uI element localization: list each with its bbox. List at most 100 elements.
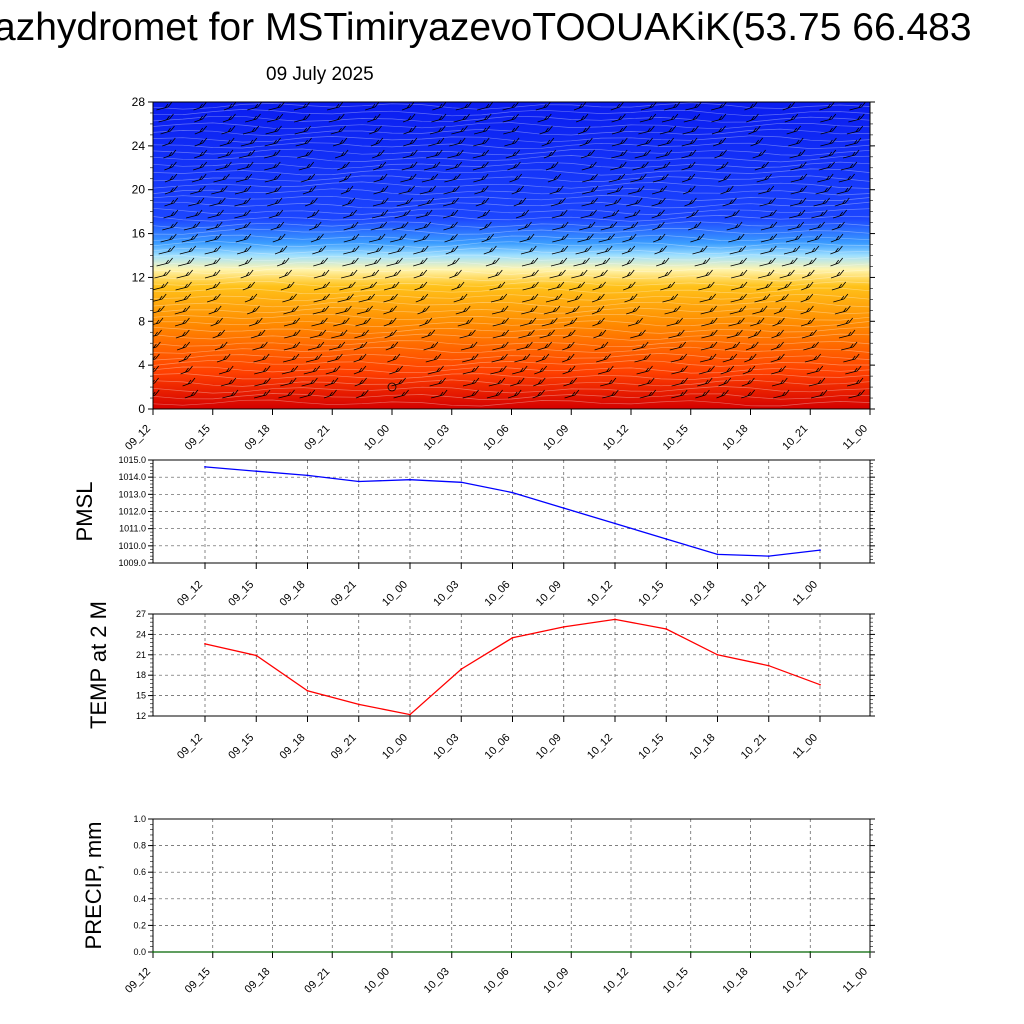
wind-barb bbox=[621, 245, 636, 255]
wind-barb bbox=[681, 149, 697, 159]
wind-barb bbox=[158, 245, 176, 255]
wind-barb bbox=[801, 269, 815, 279]
y-tick-label: 1010.0 bbox=[118, 541, 146, 551]
wind-barb bbox=[312, 305, 330, 315]
wind-barb bbox=[481, 233, 495, 243]
wind-barb bbox=[369, 125, 382, 135]
x-tick-label: 10_03 bbox=[431, 579, 461, 609]
wind-barb bbox=[330, 125, 346, 135]
wind-barb bbox=[340, 185, 354, 195]
wind-barb bbox=[396, 197, 413, 207]
wind-barb bbox=[303, 365, 321, 375]
wind-barb bbox=[445, 245, 459, 255]
wind-barb bbox=[483, 245, 497, 255]
wind-barb bbox=[818, 161, 835, 171]
x-tick-label: 10_21 bbox=[739, 579, 769, 609]
wind-barb bbox=[750, 137, 764, 147]
wind-barb bbox=[370, 137, 384, 147]
temp-data-point bbox=[409, 713, 411, 716]
wind-barb bbox=[718, 377, 732, 387]
wind-barb bbox=[509, 173, 523, 183]
wind-barb bbox=[789, 149, 806, 159]
wind-barb bbox=[154, 269, 171, 279]
wind-barb bbox=[744, 353, 757, 363]
wind-barb bbox=[214, 341, 228, 351]
wind-barb bbox=[208, 305, 222, 315]
wind-barb bbox=[636, 137, 653, 147]
wind-barb bbox=[342, 257, 359, 267]
y-tick-label: 28 bbox=[132, 95, 146, 109]
wind-barb bbox=[760, 209, 777, 219]
wind-barb bbox=[819, 149, 837, 159]
wind-barb bbox=[549, 269, 566, 279]
wind-barb bbox=[163, 149, 177, 159]
y-tick-label: 21 bbox=[136, 650, 146, 660]
wind-barb bbox=[490, 293, 508, 303]
wind-barb bbox=[398, 185, 415, 195]
x-tick-label: 09_15 bbox=[226, 732, 256, 762]
wind-barb bbox=[681, 137, 698, 147]
wind-barb bbox=[394, 209, 411, 219]
y-tick-label: 18 bbox=[136, 670, 146, 680]
wind-barb bbox=[666, 317, 683, 327]
x-tick-label: 10_12 bbox=[585, 579, 615, 609]
wind-barb bbox=[234, 209, 251, 219]
wind-barb bbox=[268, 209, 284, 219]
wind-barb bbox=[266, 197, 283, 207]
wind-barb bbox=[238, 257, 253, 267]
wind-barb bbox=[204, 269, 221, 279]
wind-barb bbox=[455, 305, 471, 315]
wind-barb bbox=[552, 233, 569, 243]
wind-barb bbox=[218, 365, 234, 375]
wind-barb bbox=[153, 305, 165, 314]
wind-barb bbox=[562, 329, 576, 339]
x-tick-label: 09_18 bbox=[243, 423, 273, 453]
wind-barb bbox=[846, 125, 864, 135]
wind-barb bbox=[697, 377, 713, 387]
date-label: 09 July 2025 bbox=[266, 64, 374, 85]
wind-barb bbox=[393, 389, 409, 399]
wind-barb bbox=[632, 341, 649, 351]
wind-barb bbox=[403, 137, 418, 147]
wind-barb bbox=[205, 233, 222, 243]
precip-data-point bbox=[211, 951, 214, 953]
wind-barb bbox=[598, 233, 615, 243]
wind-barb bbox=[343, 245, 360, 255]
wind-barb bbox=[539, 125, 553, 135]
y-tick-label: 24 bbox=[132, 139, 146, 153]
wind-barb bbox=[593, 269, 608, 279]
y-tick-label: 0.6 bbox=[133, 867, 146, 877]
wind-barb bbox=[174, 317, 190, 327]
wind-barb bbox=[432, 102, 447, 111]
wind-barb bbox=[681, 173, 696, 183]
wind-barb bbox=[831, 281, 847, 291]
wind-barb bbox=[194, 125, 208, 135]
wind-barb bbox=[541, 137, 555, 147]
wind-barb bbox=[234, 197, 251, 207]
wind-barb bbox=[175, 329, 190, 339]
wind-barb bbox=[191, 173, 207, 183]
y-tick-label: 12 bbox=[132, 270, 146, 284]
x-tick-label: 10_00 bbox=[362, 966, 392, 996]
wind-barb bbox=[545, 161, 559, 171]
pmsl-data-point bbox=[460, 481, 463, 484]
wind-barb bbox=[758, 269, 775, 279]
temp-ylabel: TEMP at 2 M bbox=[86, 601, 111, 729]
wind-barb bbox=[745, 341, 759, 351]
wind-barb bbox=[449, 137, 466, 147]
wind-barb bbox=[834, 197, 850, 207]
wind-barb bbox=[487, 269, 503, 279]
wind-barb bbox=[234, 185, 252, 195]
wind-barb bbox=[720, 185, 734, 195]
wind-barb bbox=[211, 185, 228, 195]
wind-barb bbox=[343, 209, 358, 219]
wind-barb bbox=[474, 125, 491, 135]
wind-barb bbox=[581, 161, 597, 171]
y-tick-label: 1.0 bbox=[133, 814, 146, 824]
wind-barb bbox=[756, 281, 773, 291]
wind-barb bbox=[518, 329, 535, 339]
wind-barb bbox=[651, 185, 668, 195]
wind-barb bbox=[431, 389, 448, 399]
wind-barb bbox=[592, 317, 605, 327]
wind-barb bbox=[562, 365, 576, 375]
